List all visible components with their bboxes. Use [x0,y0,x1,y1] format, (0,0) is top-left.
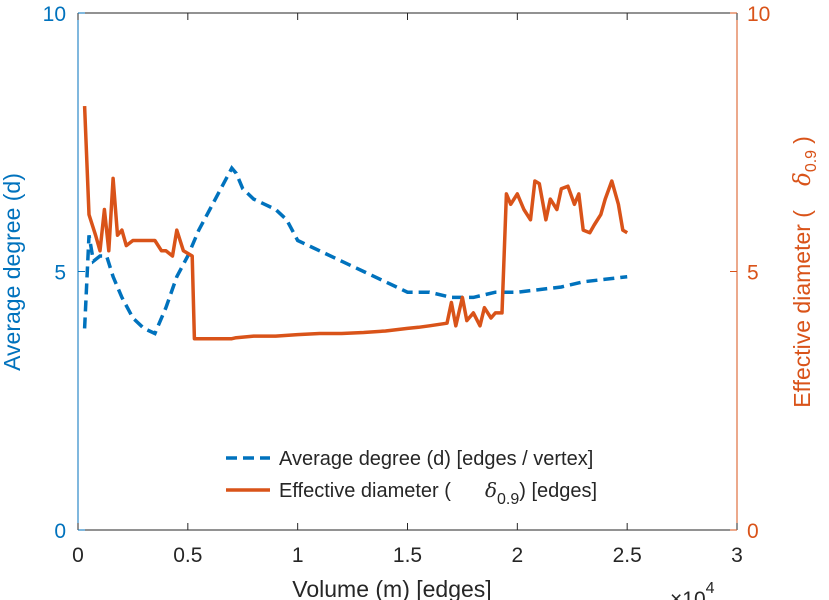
right-y-tick-label: 0 [747,520,759,543]
series-effective-diameter-line [82,106,629,341]
x-multiplier-base: ×10 [670,588,706,600]
x-tick-label: 1.5 [393,544,422,567]
legend-effdiam-subscript: 0.9 [497,491,519,508]
right-y-axis-label: Effective diameter ( δ0.9) [789,136,820,408]
x-tick-label: 0.5 [173,544,202,567]
legend-label-effective-diameter: Effective diameter ( δ0.9) [edges] [279,478,597,508]
right-y-label-subscript: 0.9 [803,150,820,172]
right-y-tick-label: 5 [747,262,759,285]
right-y-label-symbol: δ [790,172,816,186]
x-tick-label: 3 [731,544,743,567]
right-y-label-suffix: ) [789,136,815,144]
right-y-label-prefix: Effective diameter ( [789,210,815,408]
legend-label-average-degree: Average degree (d) [edges / vertex] [279,448,593,470]
x-axis-label: Volume (m) [edges] [292,576,491,600]
left-y-tick-label: 5 [54,262,66,285]
x-ticks: 0 0.5 1 1.5 2 2.5 3 [72,13,743,567]
left-y-ticks: 0 5 10 [43,3,85,543]
x-tick-label: 2 [511,544,523,567]
legend: Average degree (d) [edges / vertex] Effe… [226,448,597,508]
x-tick-label: 0 [72,544,84,567]
series-average-degree-line [82,164,628,336]
right-y-tick-label: 10 [747,3,770,26]
x-tick-label: 1 [292,544,304,567]
legend-effdiam-prefix: Effective diameter ( [279,480,451,502]
x-tick-label: 2.5 [613,544,642,567]
legend-effdiam-symbol: δ [485,478,497,502]
left-y-tick-label: 10 [43,3,66,26]
legend-effdiam-suffix: ) [edges] [519,480,597,502]
left-y-tick-label: 0 [54,520,66,543]
right-y-ticks: 0 5 10 [730,3,770,543]
left-y-axis-label: Average degree (d) [0,173,25,371]
x-multiplier: ×104 [670,580,715,600]
x-multiplier-exponent: 4 [706,580,715,597]
